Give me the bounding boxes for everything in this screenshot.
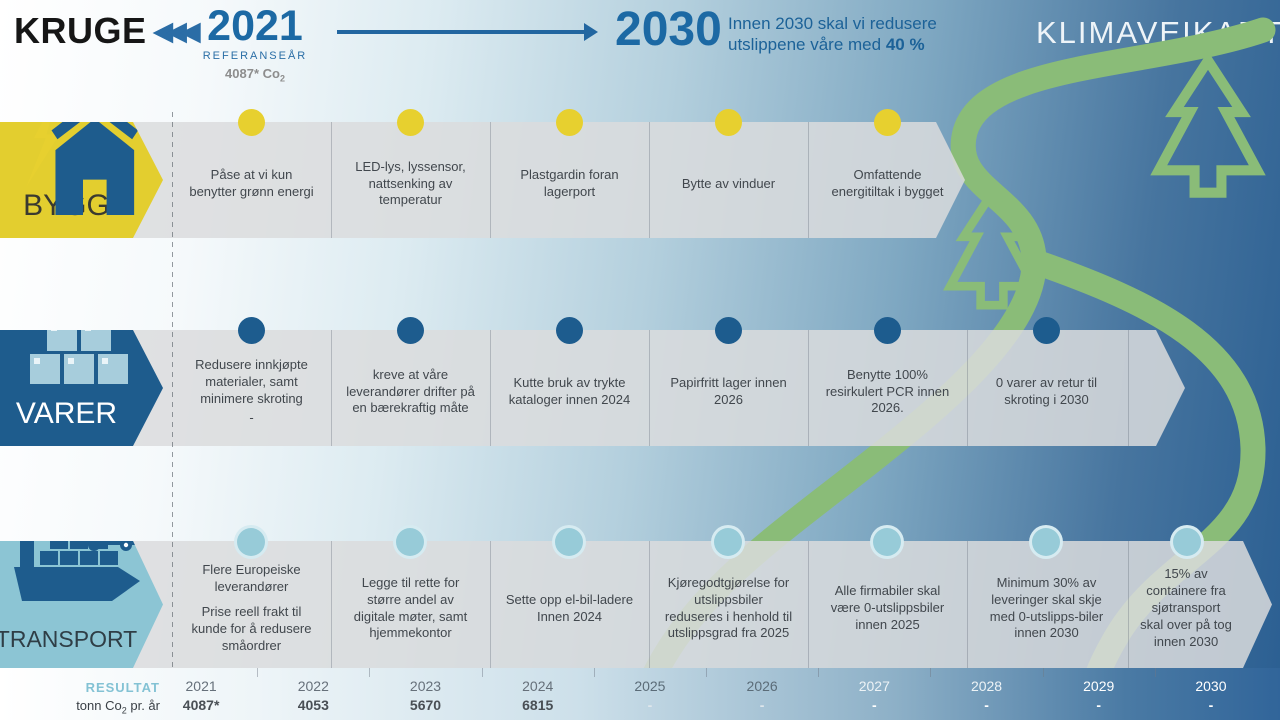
pine-tree-icon bbox=[1150, 51, 1266, 198]
milestone-item: Redusere innkjøpte materialer, samt mini… bbox=[195, 357, 308, 425]
milestone-dot bbox=[711, 525, 745, 559]
milestone-item: Påse at vi kun benytter grønn energi bbox=[189, 167, 314, 199]
milestone-item: Omfattende energitiltak i bygget bbox=[831, 167, 944, 199]
row-label-transport: ✈ TRANSPORT bbox=[0, 541, 163, 668]
milestone-item: kreve at våre leverandører drifter på en… bbox=[346, 366, 475, 416]
milestone-item: Legge til rette for større andel av digi… bbox=[353, 574, 468, 641]
milestone-dot bbox=[556, 109, 583, 136]
milestone-dot bbox=[1033, 317, 1060, 344]
logo-arrows-icon: ◀◀◀ bbox=[152, 16, 201, 47]
milestone-item: Papirfritt lager innen 2026 bbox=[670, 375, 787, 407]
results-label: RESULTAT bbox=[85, 680, 160, 695]
row-transport: Flere Europeiske leverandører Prise reell… bbox=[0, 541, 1280, 668]
milestone-item: Benytte 100% resirkulert PCR innen 2026. bbox=[825, 366, 950, 416]
row-label-varer: VARER bbox=[0, 330, 163, 446]
milestone-dot bbox=[238, 317, 265, 344]
milestone-dot bbox=[874, 317, 901, 344]
milestone-dot bbox=[715, 317, 742, 344]
milestone-dot bbox=[238, 109, 265, 136]
goal-text: Innen 2030 skal vi redusere utslippene v… bbox=[728, 14, 937, 55]
milestone-item: Sette opp el-bil-ladere Innen 2024 bbox=[505, 591, 634, 624]
year-cell: 2021 4087* bbox=[182, 678, 220, 713]
pine-tree-icon bbox=[943, 185, 1041, 310]
milestone-item: 15% av containere fra sjøtransport skal … bbox=[1140, 566, 1232, 649]
milestone-dot bbox=[552, 525, 586, 559]
milestone-dot bbox=[397, 109, 424, 136]
reference-year-value: 4087* Co2 bbox=[225, 66, 285, 84]
milestone-dot bbox=[870, 525, 904, 559]
row-label-text: TRANSPORT bbox=[0, 626, 138, 652]
results-unit: tonn Co2 pr. år bbox=[76, 698, 160, 716]
start-year: 2021 bbox=[207, 2, 303, 50]
results-years-row: 2021 4087* 2022 4053 2023 5670 2024 6815 202… bbox=[145, 668, 1267, 713]
milestone-item: Bytte av vinduer bbox=[681, 175, 776, 191]
milestone-dot bbox=[556, 317, 583, 344]
bygg-band bbox=[130, 122, 965, 238]
year-cell: 2027- bbox=[818, 668, 930, 713]
milestone-item: Kjøregodtgjørelse for utslippsbiler redu… bbox=[664, 574, 793, 641]
year-cell: 2023 5670 bbox=[369, 668, 481, 713]
varer-band bbox=[130, 330, 1185, 446]
milestone-dot bbox=[715, 109, 742, 136]
kruge-logo: KRUGE ◀◀◀ bbox=[14, 10, 201, 52]
results-band: RESULTAT tonn Co2 pr. år 2021 4087* 2022 4… bbox=[0, 668, 1280, 720]
row-label-bygg: BYGG bbox=[0, 122, 163, 238]
milestone-item: Alle firmabiler skal være 0-utslippsbile… bbox=[830, 583, 945, 632]
milestone-item: Flere Europeiske leverandører Prise reell… bbox=[191, 562, 312, 653]
reference-year-divider bbox=[172, 112, 173, 668]
year-cell: 2022 4053 bbox=[257, 668, 369, 713]
year-cell: 2028- bbox=[930, 668, 1042, 713]
reference-year-label: REFERANSEÅR bbox=[202, 50, 308, 63]
kruge-logo-text: KRUGE bbox=[14, 10, 147, 51]
milestone-item: LED-lys, lyssensor, nattsenking av tempe… bbox=[355, 158, 466, 208]
year-cell: 2024 6815 bbox=[481, 668, 594, 713]
milestone-dot bbox=[874, 109, 901, 136]
milestone-item: Minimum 30% av leveringer skal skje med … bbox=[989, 574, 1104, 641]
milestone-dot bbox=[1029, 525, 1063, 559]
row-label-text: VARER bbox=[15, 397, 118, 430]
milestone-item: Kutte bruk av trykte kataloger innen 202… bbox=[508, 375, 631, 407]
milestone-dot bbox=[397, 317, 424, 344]
year-cell: 2025- bbox=[593, 668, 706, 713]
year-cell: 2029- bbox=[1042, 668, 1155, 713]
reference-year-block: 2021 REFERANSEÅR 4087* Co2 bbox=[178, 2, 332, 84]
transport-band bbox=[130, 541, 1272, 668]
timeline-arrow-icon bbox=[337, 23, 598, 41]
milestone-dot bbox=[234, 525, 268, 559]
end-year: 2030 bbox=[615, 3, 722, 56]
milestone-dot bbox=[393, 525, 427, 559]
milestone-item: Plastgardin foran lagerport bbox=[520, 167, 619, 199]
year-cell: 2030- bbox=[1154, 668, 1267, 713]
year-cell: 2026- bbox=[706, 668, 818, 713]
milestone-item: 0 varer av retur til skroting i 2030 bbox=[995, 375, 1098, 407]
milestone-dot bbox=[1170, 525, 1204, 559]
results-label-block: RESULTAT tonn Co2 pr. år bbox=[20, 680, 160, 716]
row-varer: Redusere innkjøpte materialer, samt mini… bbox=[0, 330, 1280, 446]
row-bygg: Påse at vi kun benytter grønn energi LED… bbox=[0, 122, 1280, 238]
